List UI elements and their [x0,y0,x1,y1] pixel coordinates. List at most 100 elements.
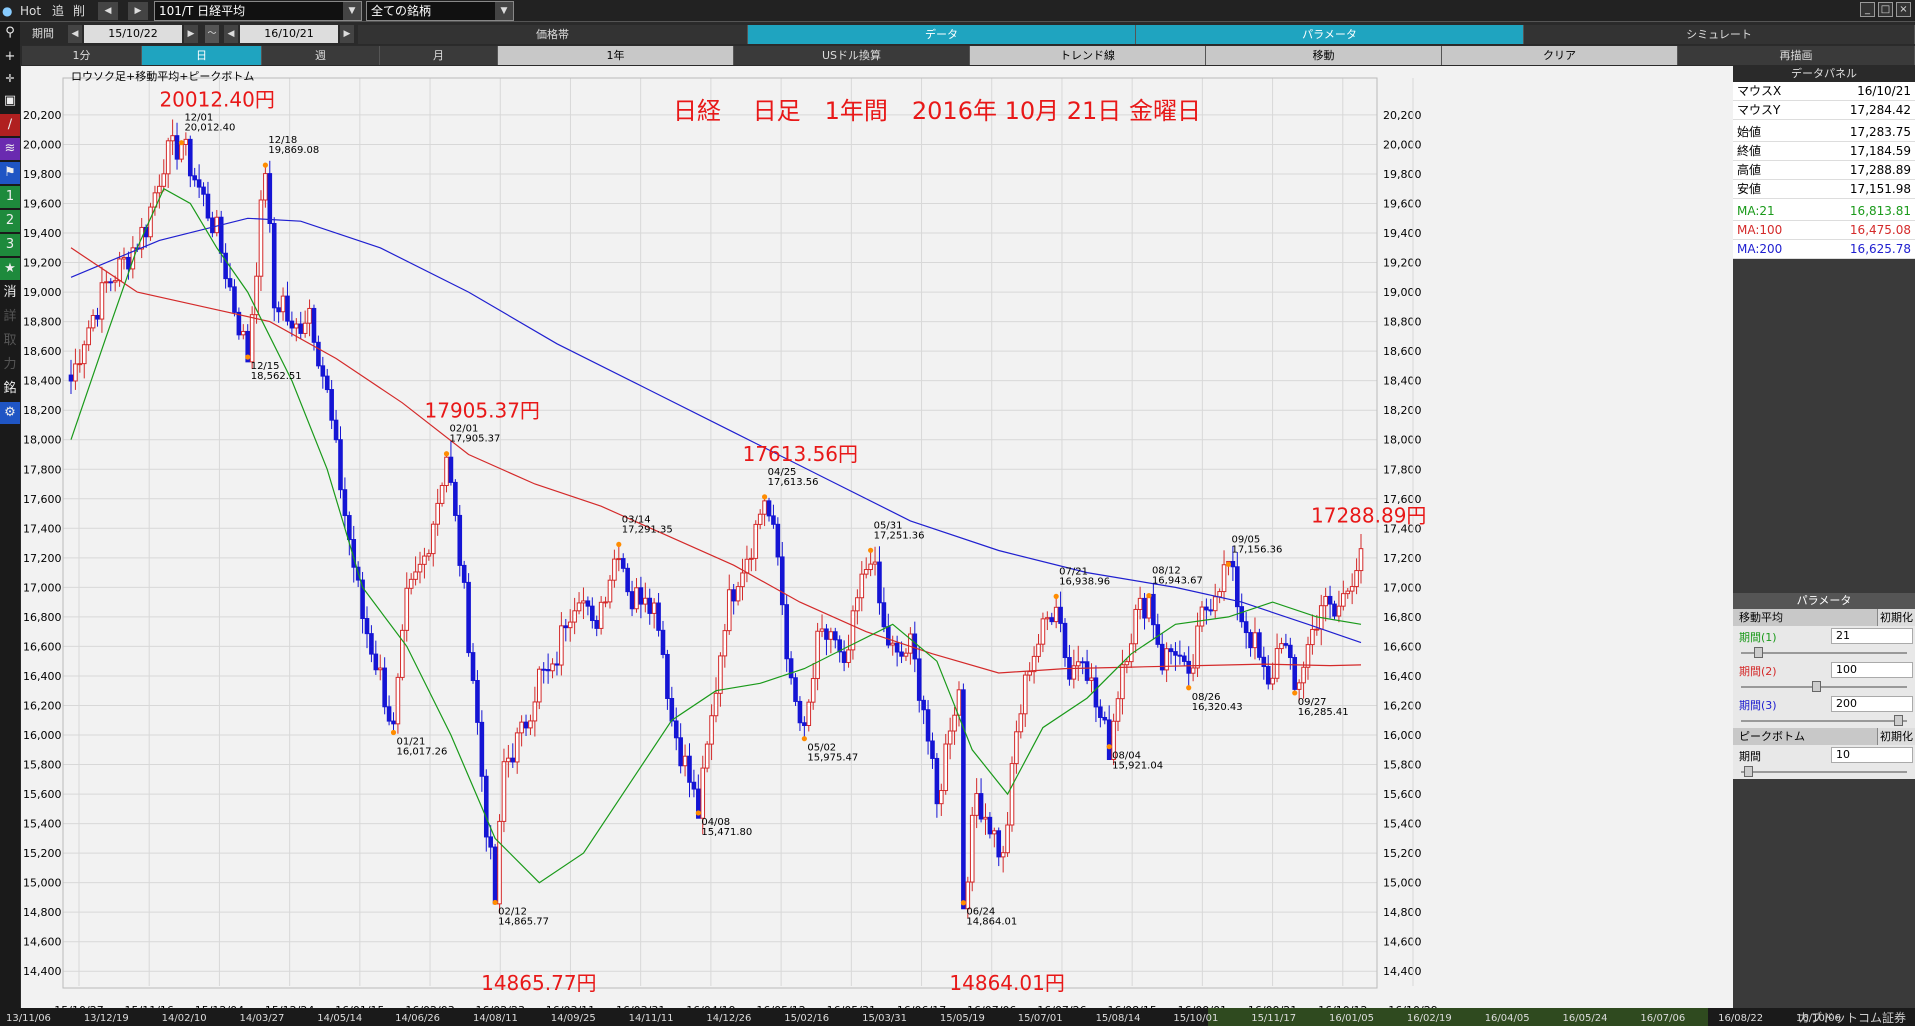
period-week-button[interactable]: 週 [262,46,380,65]
candle-body [1195,625,1200,669]
candle-body [497,820,502,905]
next-symbol-icon[interactable]: ▶ [128,2,148,20]
erase-icon[interactable]: 消 [3,285,17,300]
ma-section-header: 移動平均 初期化 [1733,609,1915,626]
range-to-field[interactable]: 16/10/21 [240,25,338,43]
tab-parameters[interactable]: パラメータ [1136,25,1524,44]
candle-body [925,709,931,742]
clear-button[interactable]: クリア [1442,46,1678,65]
camera-icon[interactable]: ▣ [3,93,17,108]
layout-2-icon[interactable]: 2 [0,210,20,232]
crosshair-icon[interactable]: ✛ [5,72,15,85]
navigator-date-label: 16/07/06 [1640,1013,1685,1024]
maximize-icon[interactable]: □ [1878,2,1893,17]
redraw-button[interactable]: 再描画 [1678,46,1915,65]
layout-1-icon[interactable]: 1 [0,186,20,208]
prev-symbol-icon[interactable]: ◀ [98,2,118,20]
candle-body [377,667,383,671]
y-tick-label-right: 16,000 [1383,729,1422,742]
ma-init-button[interactable]: 初期化 [1877,609,1915,626]
back-button[interactable]: 追 [52,4,65,18]
indicator-chart-icon[interactable]: ≋ [0,138,20,160]
candle-body [161,173,167,187]
period-1year-button[interactable]: 1年 [498,46,734,65]
search-icon[interactable]: ⚲ [5,25,15,40]
ma-period-slider-thumb[interactable] [1753,647,1763,658]
range-to-prev-icon[interactable]: ◀ [224,25,238,43]
candle-body [196,179,202,188]
chevron-down-icon[interactable]: ▼ [495,2,513,20]
range-toolbar: 期間 ◀ 15/10/22 ▶ ～ ◀ 16/10/21 ▶ 価格帯 データ パ… [0,23,1915,45]
period-day-button[interactable]: 日 [142,46,262,65]
ma-period-slider-thumb[interactable] [1894,715,1904,726]
bulb-icon[interactable]: ● [2,4,13,18]
candle-body [647,597,653,614]
peak-bottom-marker [245,354,251,360]
stock-icon[interactable]: 銘 [3,381,17,396]
candle-body [749,557,754,560]
navigator-strip[interactable]: 13/11/06 13/12/19 14/02/10 14/03/27 14/05/14… [0,1008,1915,1026]
ma-period-input[interactable]: 100 [1831,662,1913,678]
tab-price-band[interactable]: 価格帯 [358,25,748,44]
line-chart-icon[interactable]: ∕ [0,114,20,136]
candle-body [956,689,962,716]
annotation-date: 08/04 [1112,751,1141,762]
trendline-button[interactable]: トレンド線 [970,46,1206,65]
candle-body [766,500,772,517]
candle-body [519,721,524,734]
hot-button[interactable]: Hot [20,4,42,18]
layout-3-icon[interactable]: 3 [0,234,20,256]
period-1min-button[interactable]: 1分 [22,46,142,65]
y-tick-label-right: 17,000 [1383,581,1422,594]
flag-icon[interactable]: ⚑ [0,162,20,184]
minimize-icon[interactable]: _ [1860,2,1875,17]
pb-init-button[interactable]: 初期化 [1877,728,1915,745]
tab-data[interactable]: データ [748,25,1136,44]
ohlc-value: 17,283.75 [1849,125,1911,139]
ma-period-slider[interactable] [1733,714,1915,728]
universe-select[interactable]: 全ての銘柄 ▼ [366,1,514,21]
tab-simulate[interactable]: シミュレート [1524,25,1915,44]
navigator-window[interactable] [1208,1008,1708,1026]
candle-body [187,138,193,177]
pb-period-input[interactable]: 10 [1831,747,1913,763]
ma-period-slider-thumb[interactable] [1812,681,1822,692]
candle-body [550,663,555,672]
candle-body [1173,651,1178,656]
candle-body [885,626,891,646]
close-icon[interactable]: × [1896,2,1911,17]
top-toolbar: ● Hot 追 削 ◀ ▶ 101/T 日経平均 ▼ 全ての銘柄 ▼ _ □ × [0,0,1915,22]
candle-body [488,836,493,848]
range-from-prev-icon[interactable]: ◀ [68,25,82,43]
star-icon[interactable]: ★ [0,258,20,280]
candle-body [1120,664,1125,700]
candle-body [1151,593,1156,626]
broker-brand: カブドットコム証券 [1798,1010,1906,1025]
pb-period-slider-thumb[interactable] [1744,766,1754,777]
ma-period-slider[interactable] [1733,680,1915,694]
chart-background [21,66,1733,1026]
move-button[interactable]: 移動 [1206,46,1442,65]
usd-convert-button[interactable]: USドル換算 [734,46,970,65]
period-month-button[interactable]: 月 [380,46,498,65]
ma-period-input[interactable]: 200 [1831,696,1913,712]
candle-body [1031,655,1037,673]
candlestick-chart[interactable]: 20,200 20,200 20,000 20,000 19,800 19,800 19,6… [21,66,1733,1026]
gear-icon[interactable]: ⚙ [0,402,20,424]
range-from-next-icon[interactable]: ▶ [184,25,198,43]
ohlc-row: 始値 17,283.75 [1733,123,1915,142]
price-callout: 20012.40円 [159,88,274,112]
ma-period-slider[interactable] [1733,646,1915,660]
candle-body [1159,643,1165,671]
range-from-field[interactable]: 15/10/22 [84,25,182,43]
chevron-down-icon[interactable]: ▼ [343,2,361,20]
range-to-next-icon[interactable]: ▶ [340,25,354,43]
plus-icon[interactable]: + [4,49,16,64]
delete-button[interactable]: 削 [73,4,86,18]
ma-period-input[interactable]: 21 [1831,628,1913,644]
candle-body [461,564,467,583]
pb-period-slider[interactable] [1733,765,1915,779]
candle-body [722,630,728,657]
symbol-select[interactable]: 101/T 日経平均 ▼ [154,1,362,21]
navigator-date-label: 16/02/19 [1407,1013,1452,1024]
